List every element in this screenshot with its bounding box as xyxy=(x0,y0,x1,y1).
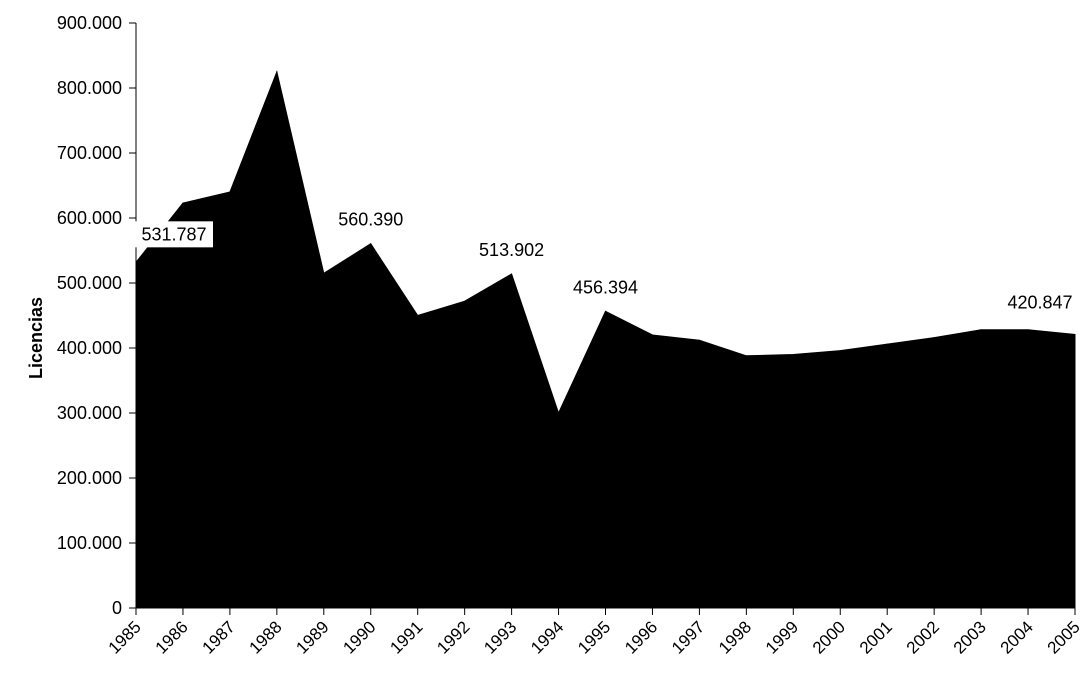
y-tick-label: 800.000 xyxy=(57,78,122,98)
data-point-2003 xyxy=(980,329,982,331)
data-point-2001 xyxy=(886,343,888,345)
x-tick-label: 2000 xyxy=(809,617,849,657)
data-point-1991 xyxy=(417,315,419,316)
data-label-2005: 420.847 xyxy=(1007,292,1072,312)
x-tick-label: 1990 xyxy=(339,617,379,657)
data-point-2005 xyxy=(1074,333,1076,335)
x-tick-label: 1986 xyxy=(152,617,192,657)
x-tick-label: 1991 xyxy=(386,617,426,657)
data-label-group: 560.390 xyxy=(338,210,403,230)
x-tick-label: 1985 xyxy=(105,617,145,657)
x-tick-label: 1989 xyxy=(292,617,332,657)
x-tick-label: 1997 xyxy=(668,617,708,657)
x-tick-label: 1992 xyxy=(433,617,473,657)
plot-area xyxy=(135,70,1076,609)
y-axis-title: Licencias xyxy=(26,297,46,379)
y-tick-label: 500.000 xyxy=(57,273,122,293)
y-tick-label: 0 xyxy=(112,598,122,618)
y-axis: 0 100.000 200.000 300.000 400.000 500.000 600.… xyxy=(57,13,137,618)
y-tick-label: 200.000 xyxy=(57,468,122,488)
y-tick-label: 300.000 xyxy=(57,403,122,423)
data-label-group: 513.902 xyxy=(479,240,544,260)
data-point-1992 xyxy=(464,300,466,302)
y-tick-label: 600.000 xyxy=(57,208,122,228)
data-point-1996 xyxy=(651,334,653,336)
data-label-1990: 560.390 xyxy=(338,210,403,230)
x-tick-label: 1996 xyxy=(621,617,661,657)
data-label-1995: 456.394 xyxy=(573,277,638,297)
data-point-1990 xyxy=(370,243,372,245)
data-point-1987 xyxy=(229,191,231,193)
x-tick-label: 2005 xyxy=(1044,617,1084,657)
data-point-1999 xyxy=(792,354,794,355)
data-label-group: 456.394 xyxy=(573,277,638,297)
area-series xyxy=(135,70,1076,609)
data-label-1993: 513.902 xyxy=(479,240,544,260)
data-labels: 531.787 560.390 513.902 456.394 420.847 xyxy=(135,210,1079,316)
x-axis: 1985 1986 1987 1988 1989 1990 1991 1992 1993 1994… xyxy=(105,607,1084,658)
data-point-1986 xyxy=(182,202,184,204)
data-label-1985: 531.787 xyxy=(141,224,206,244)
data-point-2000 xyxy=(839,350,841,352)
x-tick-label: 2003 xyxy=(950,617,990,657)
x-tick-label: 2001 xyxy=(856,617,896,657)
data-label-group: 531.787 xyxy=(135,221,213,248)
y-tick-label: 700.000 xyxy=(57,143,122,163)
y-tick-label: 100.000 xyxy=(57,533,122,553)
x-tick-label: 1999 xyxy=(762,617,802,657)
x-tick-label: 1988 xyxy=(245,617,285,657)
data-point-1988 xyxy=(276,71,278,73)
y-tick-label: 400.000 xyxy=(57,338,122,358)
y-tick-label: 900.000 xyxy=(57,13,122,33)
x-tick-label: 2004 xyxy=(997,617,1037,657)
data-label-box xyxy=(135,221,213,248)
x-tick-label: 1998 xyxy=(715,617,755,657)
data-point-2002 xyxy=(933,337,935,339)
data-point-1997 xyxy=(698,339,700,341)
data-point-1989 xyxy=(323,272,325,274)
data-point-1995 xyxy=(605,310,606,312)
data-label-group: 420.847 xyxy=(1001,289,1079,316)
x-tick-label: 1994 xyxy=(527,617,567,657)
x-tick-label: 1993 xyxy=(480,617,520,657)
x-tick-label: 1987 xyxy=(199,617,239,657)
data-label-box xyxy=(1001,289,1079,316)
data-point-2004 xyxy=(1027,329,1029,331)
x-tick-label: 1995 xyxy=(574,617,614,657)
x-tick-label: 2002 xyxy=(903,617,943,657)
data-point-1994 xyxy=(558,412,560,414)
data-point-1998 xyxy=(745,355,747,357)
data-point-1993 xyxy=(511,273,513,275)
